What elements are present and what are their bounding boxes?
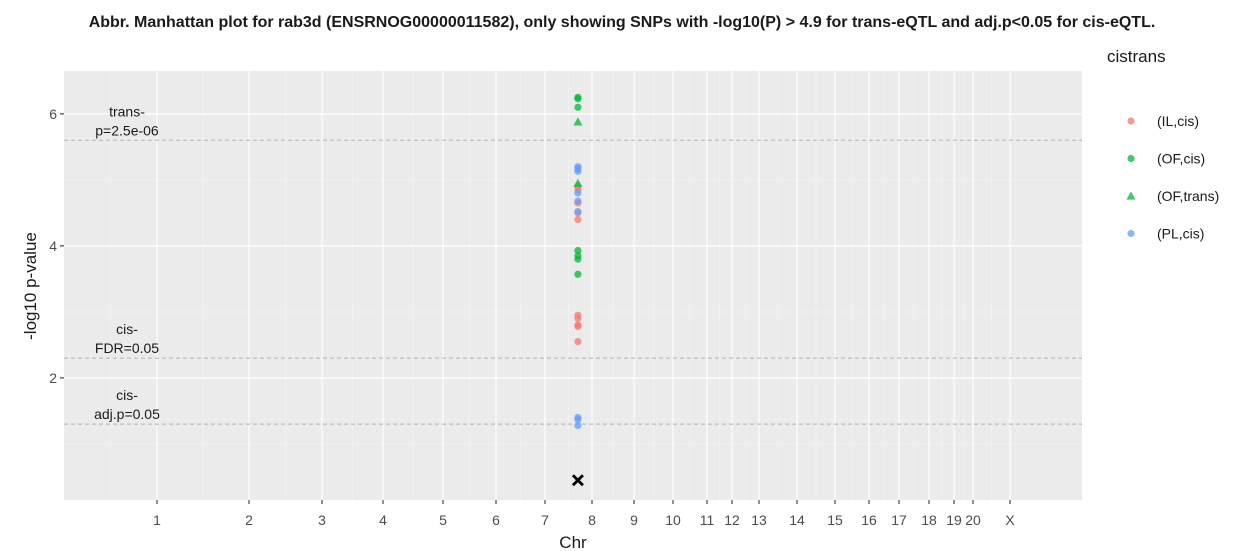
x-tick-label: 14 (789, 512, 805, 528)
x-tick-label: 3 (318, 512, 326, 528)
x-tick-label: 13 (751, 512, 767, 528)
legend-key (1127, 229, 1135, 238)
plot-panel (64, 71, 1082, 500)
y-tick-label: 6 (49, 106, 57, 122)
x-tick-label: 5 (439, 512, 447, 528)
legend-key (1127, 117, 1135, 125)
data-points (571, 93, 584, 487)
x-tick-label: 12 (724, 512, 740, 528)
x-axis-title: Chr (559, 533, 587, 551)
y-axis: 2 4 6 (49, 106, 64, 386)
x-axis: 1 2 3 4 5 6 7 8 9 10 11 12 13 14 15 16 17 18 19 20 X (153, 500, 1015, 528)
y-axis-title: -log10 p-value (21, 232, 40, 340)
data-point (574, 103, 582, 111)
gene-position-marker (571, 474, 584, 487)
legend-key (1127, 154, 1135, 163)
x-tick-label: 8 (588, 512, 596, 528)
y-tick-label: 4 (49, 238, 57, 254)
x-tick-label: 17 (891, 512, 907, 528)
threshold-label: cis- (116, 321, 138, 337)
threshold-label: FDR=0.05 (95, 340, 159, 356)
legend-title: cistrans (1107, 47, 1166, 66)
legend: cistrans (IL,cis) (OF,cis) (OF,trans) (PL,c… (1107, 47, 1219, 242)
x-tick-label: 9 (630, 512, 638, 528)
legend-label: (IL,cis) (1157, 113, 1199, 129)
x-tick-label: 4 (379, 512, 387, 528)
threshold-label: adj.p=0.05 (94, 406, 160, 422)
x-tick-label: 16 (861, 512, 877, 528)
data-point (574, 415, 582, 424)
data-point (574, 197, 582, 205)
y-tick-label: 2 (49, 370, 57, 386)
legend-label: (PL,cis) (1157, 226, 1204, 242)
data-point (574, 215, 582, 224)
x-tick-label: 15 (827, 512, 843, 528)
minor-grid (64, 71, 1082, 500)
x-tick-label: 2 (245, 512, 253, 528)
x-tick-label: 1 (153, 512, 161, 528)
x-tick-label: 7 (541, 512, 549, 528)
data-point (573, 117, 583, 126)
data-point (574, 314, 582, 323)
x-tick-label: 19 (946, 512, 962, 528)
data-point (574, 322, 582, 331)
data-point (574, 421, 582, 430)
data-point (574, 270, 582, 278)
chart-title: Abbr. Manhattan plot for rab3d (ENSRNOG0… (88, 14, 1156, 31)
threshold-label: cis- (116, 387, 138, 403)
x-tick-label: 18 (921, 512, 937, 528)
data-point (574, 167, 582, 175)
data-point (574, 255, 582, 263)
x-tick-label: 6 (492, 512, 500, 528)
threshold-label: trans- (109, 103, 145, 119)
threshold-label: p=2.5e-06 (95, 122, 159, 138)
data-point (574, 189, 582, 197)
data-point (574, 338, 582, 346)
legend-key (1126, 191, 1136, 200)
data-point (574, 207, 582, 216)
major-grid (64, 71, 1082, 500)
x-tick-label: 20 (965, 512, 981, 528)
data-point (574, 246, 582, 255)
threshold-lines: trans-p=2.5e-06 cis- FDR=0.05 cis-adj.p=0.0… (64, 103, 1082, 425)
x-tick-label: 10 (665, 512, 681, 528)
data-point (574, 95, 582, 103)
data-point (573, 178, 583, 187)
legend-label: (OF,cis) (1157, 151, 1205, 167)
x-tick-label: 11 (700, 512, 715, 528)
legend-label: (OF,trans) (1157, 188, 1219, 204)
x-tick-label: X (1005, 512, 1015, 528)
